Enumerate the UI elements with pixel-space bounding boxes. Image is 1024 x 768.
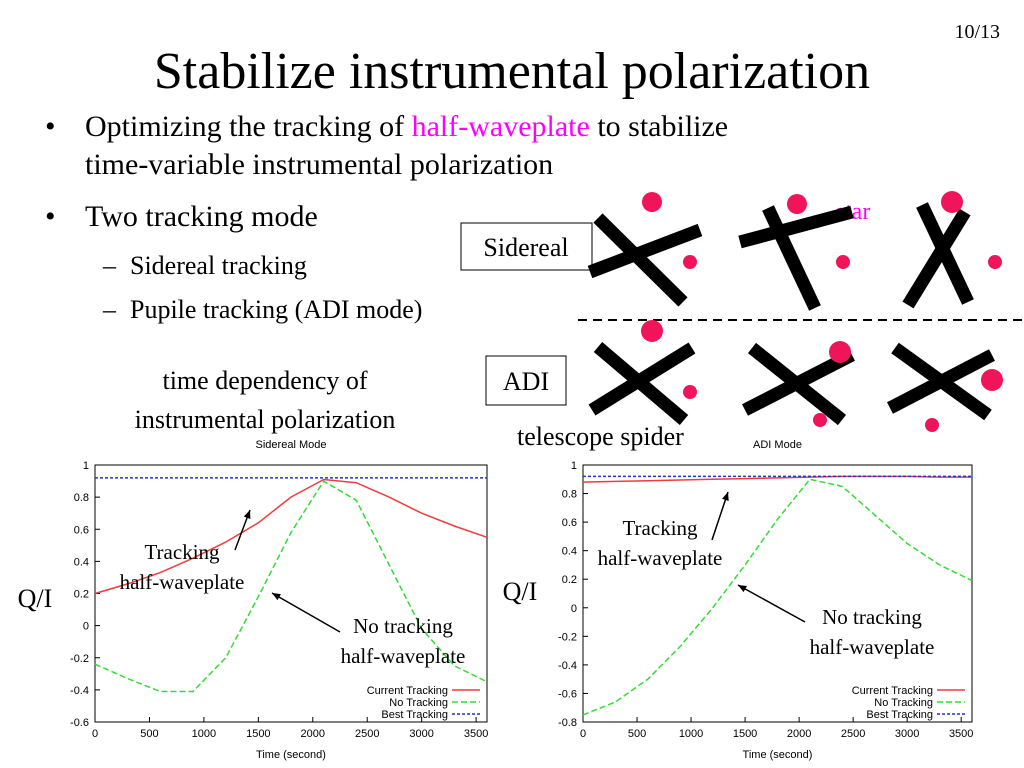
bullet-text: Optimizing the tracking of half-waveplat… [85,110,728,143]
annotation: Tracking [144,540,220,564]
chart-title: ADI Mode [753,439,802,451]
y-tick-label: -0.8 [558,717,577,729]
y-tick-label: 0.2 [562,574,577,586]
bullet-text: time-variable instrumental polarization [85,148,553,181]
annotation: No tracking [822,605,922,629]
x-tick-label: 2500 [841,728,865,740]
sub-bullet: Sidereal tracking [130,251,307,280]
y-tick-label: -0.2 [70,653,89,665]
annotation: half-waveplate [341,644,466,668]
y-tick-label: 1 [571,460,577,472]
series-line [582,475,972,483]
arrow-head [738,585,747,593]
mode-label: Sidereal [483,233,568,262]
x-tick-label: 0 [580,728,586,740]
y-tick-label: -0.4 [558,660,577,672]
legend-label: Current Tracking [852,685,933,697]
y-tick-label: 0.4 [74,556,89,568]
y-tick-label: -0.6 [558,688,577,700]
legend-label: Best Tracking [381,709,448,721]
y-tick-label: 0.6 [74,524,89,536]
x-axis-label: Time (second) [256,749,326,761]
label-box [460,222,593,271]
annotation-arrow [711,491,729,541]
series-line [94,478,488,595]
y-tick-label: 0.2 [74,589,89,601]
chart-title: Sidereal Mode [256,439,327,451]
bullet-dot: • [45,200,56,233]
legend-label: Current Tracking [367,685,448,697]
legend-label: No Tracking [389,697,448,709]
x-tick-label: 500 [140,728,158,740]
arrow-head [272,593,281,601]
annotation: No tracking [353,614,453,638]
x-tick-label: 1500 [246,728,270,740]
series-line [94,480,488,693]
legend-label: Best Tracking [866,709,933,721]
y-tick-label: 0 [83,621,89,633]
mode-label: ADI [503,367,549,396]
bullet-dot: • [45,110,56,143]
series-line [582,478,973,716]
text-part: to stabilize [590,110,728,143]
arrow-head [722,492,729,501]
spider-label: telescope spider [517,422,684,451]
y-tick-label: 0.8 [562,489,577,501]
text-part: Optimizing the tracking of [85,110,412,143]
annotation-arrow [271,592,341,633]
x-tick-label: 0 [92,728,98,740]
y-tick-label: 0.4 [562,546,577,558]
caption: instrumental polarization [135,405,396,434]
x-tick-label: 2000 [301,728,325,740]
x-tick-label: 3500 [949,728,973,740]
highlight: half-waveplate [412,110,590,143]
caption: time dependency of [162,366,367,395]
y-tick-label: -0.2 [558,631,577,643]
annotation: half-waveplate [810,635,935,659]
x-tick-label: 2500 [355,728,379,740]
x-tick-label: 3500 [464,728,488,740]
y-axis-label: Q/I [18,584,53,613]
sub-bullet-dash: – [102,251,117,280]
x-tick-label: 2000 [787,728,811,740]
y-tick-label: 0.8 [74,492,89,504]
y-tick-label: 1 [83,460,89,472]
y-tick-label: -0.6 [70,717,89,729]
sub-bullet-dash: – [102,295,117,324]
x-tick-label: 3000 [895,728,919,740]
x-tick-label: 1000 [679,728,703,740]
spider-diagram [587,191,1003,432]
annotation: half-waveplate [120,570,245,594]
annotation: Tracking [622,516,698,540]
sub-bullet: Pupile tracking (ADI mode) [130,295,422,324]
page-number: 10/13 [954,21,1000,43]
x-axis-label: Time (second) [743,749,813,761]
x-tick-label: 3000 [409,728,433,740]
slide-title: Stabilize instrumental polarization [154,43,870,100]
x-tick-label: 500 [628,728,646,740]
annotation-arrow [737,584,806,623]
x-tick-label: 1500 [733,728,757,740]
x-tick-label: 1000 [192,728,216,740]
label-box [485,355,567,406]
legend-label: No Tracking [874,697,933,709]
y-tick-label: 0 [571,603,577,615]
bullet-text: Two tracking mode [85,200,318,233]
y-tick-label: -0.4 [70,685,89,697]
arrow-head [243,510,251,519]
y-axis-label: Q/I [503,577,538,606]
y-tick-label: 0.6 [562,517,577,529]
plot-frame [582,464,973,723]
annotation: half-waveplate [598,546,723,570]
